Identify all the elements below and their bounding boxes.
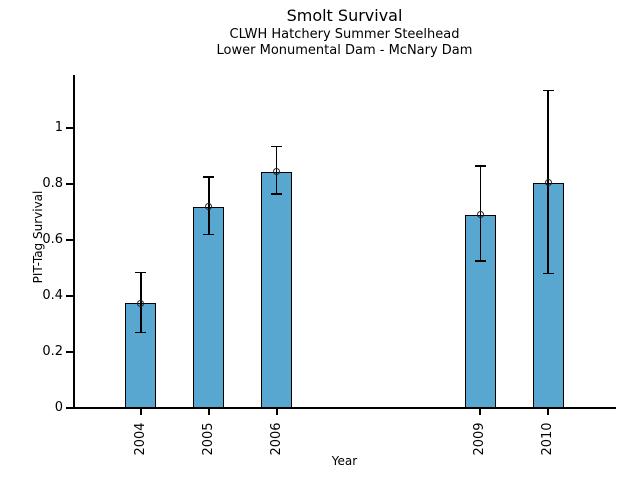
point-marker-2004: [137, 299, 145, 307]
x-tick-label-2004: 2004: [132, 422, 148, 456]
y-tick-label-0.6: 0.6: [42, 232, 63, 248]
x-axis-spine: [73, 407, 616, 409]
bar-2005: [193, 206, 225, 408]
bar-2006: [261, 171, 293, 408]
y-tick-0.4: [66, 295, 73, 298]
x-tick-label-2005: 2005: [200, 422, 216, 456]
error-cap-bottom-2006: [271, 193, 283, 195]
chart-subtitle-line2: Lower Monumental Dam - McNary Dam: [216, 43, 473, 58]
x-tick-label-2006: 2006: [268, 422, 284, 456]
y-tick-label-0.8: 0.8: [42, 176, 63, 192]
x-tick-2004: [139, 409, 142, 415]
y-tick-0.6: [66, 239, 73, 242]
point-marker-2005: [205, 203, 213, 211]
bar-2004: [125, 303, 157, 408]
error-cap-top-2010: [542, 89, 554, 92]
y-tick-1: [66, 127, 73, 130]
plot-area: 0 0.2 0.4 0.6 0.8 1 2004 2005 2006 2009 2010: [42, 75, 616, 456]
error-cap-bottom-2004: [135, 331, 147, 334]
x-axis-label: Year: [331, 454, 358, 468]
chart-subtitle-line1: CLWH Hatchery Summer Steelhead: [229, 27, 460, 42]
x-tick-2009: [479, 409, 482, 415]
y-tick-label-0: 0: [54, 400, 63, 415]
error-cap-bottom-2009: [474, 260, 486, 262]
error-cap-top-2005: [203, 176, 215, 178]
x-tick-label-2010: 2010: [540, 422, 556, 456]
error-cap-top-2006: [271, 145, 283, 148]
x-tick-label-2009: 2009: [472, 422, 488, 456]
x-tick-2010: [547, 409, 550, 415]
point-marker-2006: [273, 168, 281, 176]
y-tick-0.8: [66, 183, 73, 186]
error-cap-top-2004: [135, 271, 147, 274]
error-cap-bottom-2005: [203, 233, 215, 236]
y-axis-spine: [73, 75, 75, 409]
chart-title: Smolt Survival: [286, 6, 403, 25]
title-block: Smolt Survival CLWH Hatchery Summer Stee…: [73, 6, 616, 58]
error-cap-top-2009: [474, 165, 486, 167]
y-tick-0.2: [66, 351, 73, 354]
y-tick-label-0.2: 0.2: [42, 344, 63, 360]
x-tick-2006: [275, 409, 278, 415]
y-tick-label-1: 1: [54, 120, 63, 136]
error-cap-bottom-2010: [542, 272, 554, 275]
point-marker-2009: [476, 211, 484, 219]
y-tick-0: [66, 407, 73, 409]
point-marker-2010: [544, 179, 552, 187]
y-tick-label-0.4: 0.4: [42, 288, 63, 304]
x-tick-2005: [207, 409, 210, 415]
